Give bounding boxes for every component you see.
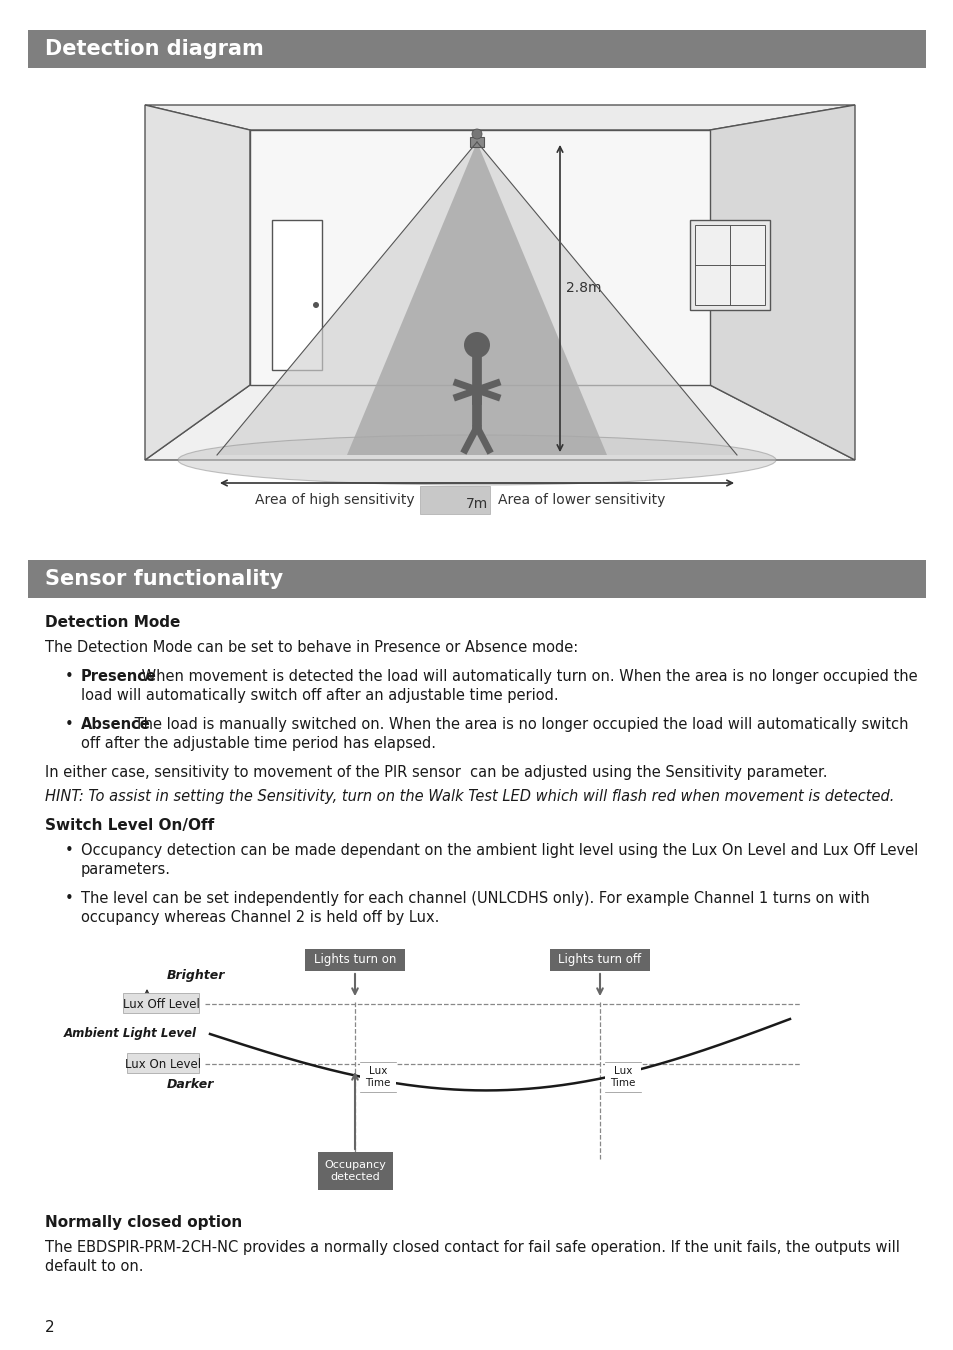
Bar (28, 560, 925, 598)
Text: Lights turn on: Lights turn on (314, 953, 395, 967)
Bar (604, 1062, 640, 1092)
Text: The EBDSPIR-PRM-2CH-NC provides a normally closed contact for fail safe operatio: The EBDSPIR-PRM-2CH-NC provides a normal… (45, 1241, 899, 1256)
Text: Switch Level On/Off: Switch Level On/Off (45, 818, 214, 833)
Text: HINT: To assist in setting the Sensitivity, turn on the Walk Test LED which will: HINT: To assist in setting the Sensitivi… (45, 788, 894, 805)
FancyBboxPatch shape (123, 994, 199, 1012)
Text: load will automatically switch off after an adjustable time period.: load will automatically switch off after… (81, 688, 558, 703)
Text: Lux
Time: Lux Time (365, 1066, 391, 1088)
Text: Presence: Presence (81, 670, 156, 684)
Bar (272, 220, 322, 370)
Bar (470, 136, 483, 147)
Text: Lux
Time: Lux Time (610, 1066, 635, 1088)
Text: default to on.: default to on. (45, 1260, 143, 1274)
Polygon shape (145, 385, 854, 460)
Text: The load is manually switched on. When the area is no longer occupied the load w: The load is manually switched on. When t… (130, 717, 907, 732)
Text: Detection Mode: Detection Mode (45, 616, 180, 630)
Text: 2: 2 (45, 1320, 54, 1335)
Text: Sensor functionality: Sensor functionality (45, 568, 283, 589)
Bar (317, 1152, 393, 1189)
Polygon shape (145, 105, 250, 460)
Text: Detection diagram: Detection diagram (45, 39, 263, 59)
Text: •: • (65, 842, 73, 859)
Circle shape (313, 302, 318, 308)
Text: Occupancy
detected: Occupancy detected (324, 1160, 386, 1181)
Polygon shape (347, 142, 606, 455)
Text: parameters.: parameters. (81, 863, 171, 878)
Text: The level can be set independently for each channel (UNLCDHS only). For example : The level can be set independently for e… (81, 891, 869, 906)
FancyBboxPatch shape (127, 1053, 199, 1073)
Text: In either case, sensitivity to movement of the PIR sensor  can be adjusted using: In either case, sensitivity to movement … (45, 765, 826, 780)
Ellipse shape (178, 435, 775, 485)
Polygon shape (145, 105, 854, 130)
Bar (359, 1062, 395, 1092)
Text: 7m: 7m (465, 497, 488, 512)
Text: •: • (65, 717, 73, 732)
Circle shape (472, 130, 481, 139)
Text: Brighter: Brighter (167, 969, 225, 981)
Text: •: • (65, 891, 73, 906)
Text: Occupancy detection can be made dependant on the ambient light level using the L: Occupancy detection can be made dependan… (81, 842, 918, 859)
Text: Ambient Light Level: Ambient Light Level (64, 1027, 196, 1041)
Text: off after the adjustable time period has elapsed.: off after the adjustable time period has… (81, 736, 436, 751)
Text: The Detection Mode can be set to behave in Presence or Absence mode:: The Detection Mode can be set to behave … (45, 640, 578, 655)
Text: Lights turn off: Lights turn off (558, 953, 640, 967)
Polygon shape (216, 142, 737, 455)
Bar (305, 949, 405, 971)
Text: When movement is detected the load will automatically turn on. When the area is : When movement is detected the load will … (137, 670, 917, 684)
Bar (695, 225, 764, 305)
Text: Area of lower sensitivity: Area of lower sensitivity (497, 493, 664, 508)
Text: Lux Off Level: Lux Off Level (122, 998, 199, 1011)
Text: Area of high sensitivity: Area of high sensitivity (255, 493, 415, 508)
Circle shape (463, 332, 490, 358)
Text: Absence: Absence (81, 717, 151, 732)
Polygon shape (709, 105, 854, 460)
Polygon shape (250, 130, 709, 385)
Text: 2.8m: 2.8m (565, 282, 601, 296)
Bar (550, 949, 649, 971)
Bar (689, 220, 769, 310)
Text: Lux On Level: Lux On Level (125, 1057, 201, 1071)
Bar (419, 486, 490, 514)
Text: Darker: Darker (167, 1079, 214, 1091)
Text: Normally closed option: Normally closed option (45, 1215, 242, 1230)
Bar (28, 30, 925, 68)
Text: •: • (65, 670, 73, 684)
Text: occupancy whereas Channel 2 is held off by Lux.: occupancy whereas Channel 2 is held off … (81, 910, 439, 925)
